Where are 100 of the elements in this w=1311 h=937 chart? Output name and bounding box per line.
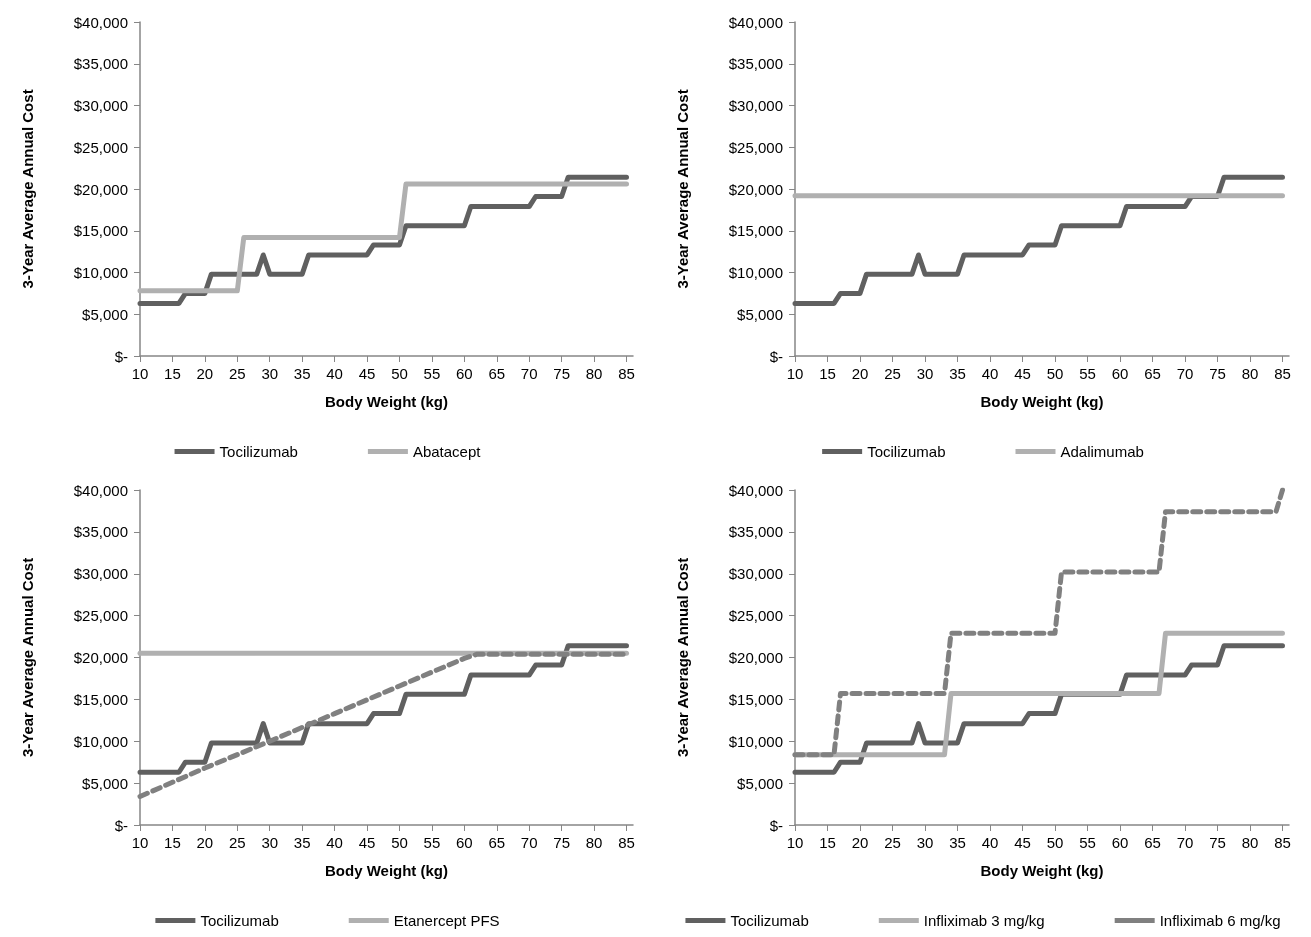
x-tick-label: 25 <box>884 834 901 851</box>
x-tick-label: 75 <box>553 834 570 851</box>
y-tick-label: $35,000 <box>728 55 783 73</box>
y-axis-title: 3-Year Average Annual Cost <box>19 557 36 758</box>
x-tick-label: 15 <box>819 834 836 851</box>
y-tick-label: $40,000 <box>73 481 128 499</box>
x-tick-label: 50 <box>391 834 408 851</box>
x-tick-label: 80 <box>585 365 603 382</box>
x-tick-label: 30 <box>916 834 934 851</box>
x-tick-label: 65 <box>1144 365 1161 382</box>
y-tick-label: $35,000 <box>728 523 783 541</box>
x-tick-label: 45 <box>1014 834 1031 851</box>
y-tick-label: $30,000 <box>73 565 128 583</box>
y-tick-label: $20,000 <box>73 649 128 666</box>
x-tick-label: 80 <box>1241 365 1259 382</box>
y-tick-label: $15,000 <box>728 690 783 708</box>
x-tick-label: 20 <box>851 365 869 382</box>
x-tick-label: 20 <box>196 834 214 851</box>
x-tick-label: 10 <box>786 834 804 851</box>
legend-label: Abatacept <box>412 443 482 460</box>
x-axis-title: Body Weight (kg) <box>324 862 449 879</box>
y-tick-label: $40,000 <box>728 481 783 499</box>
x-tick-label: 10 <box>786 365 804 382</box>
y-tick-label: $25,000 <box>728 138 783 156</box>
x-tick-label: 60 <box>1111 365 1129 382</box>
y-tick-label: $20,000 <box>728 180 783 198</box>
y-tick-label: $5,000 <box>82 774 128 792</box>
y-tick-label: $30,000 <box>73 97 128 114</box>
x-tick-label: 65 <box>1144 834 1161 851</box>
y-tick-label: $- <box>114 816 128 834</box>
x-tick-label: 40 <box>326 834 343 851</box>
x-tick-label: 75 <box>553 365 570 382</box>
x-tick-label: 45 <box>358 834 376 851</box>
legend-label: Adalimumab <box>1060 443 1144 460</box>
x-tick-label: 40 <box>981 365 999 382</box>
y-tick-label: $10,000 <box>728 264 783 281</box>
legend-label: Infliximab 3 mg/kg <box>923 912 1045 929</box>
x-tick-label: 65 <box>488 365 506 382</box>
y-tick-label: $5,000 <box>82 305 128 323</box>
x-tick-label: 40 <box>326 365 343 382</box>
y-tick-label: $- <box>769 347 783 365</box>
x-tick-label: 50 <box>391 365 408 382</box>
x-tick-label: 45 <box>1014 365 1031 382</box>
legend-label: Tocilizumab <box>219 443 298 460</box>
y-axis-title: 3-Year Average Annual Cost <box>674 89 691 289</box>
x-tick-label: 50 <box>1046 365 1064 382</box>
y-tick-label: $15,000 <box>73 690 128 708</box>
x-tick-label: 25 <box>884 365 901 382</box>
x-tick-label: 50 <box>1046 834 1064 851</box>
x-tick-label: 55 <box>423 365 441 382</box>
x-tick-label: 55 <box>423 834 441 851</box>
y-tick-label: $25,000 <box>73 607 128 625</box>
x-tick-label: 20 <box>196 365 214 382</box>
y-tick-label: $20,000 <box>728 649 783 666</box>
x-tick-label: 25 <box>228 365 246 382</box>
x-tick-label: 75 <box>1209 365 1226 382</box>
x-tick-label: 30 <box>261 834 279 851</box>
x-tick-label: 35 <box>949 834 966 851</box>
legend-label: Infliximab 6 mg/kg <box>1159 912 1281 929</box>
y-tick-label: $40,000 <box>728 13 783 31</box>
x-tick-label: 20 <box>851 834 869 851</box>
y-axis-title: 3-Year Average Annual Cost <box>674 557 691 758</box>
x-tick-label: 85 <box>1274 365 1291 382</box>
x-tick-label: 85 <box>1274 834 1291 851</box>
x-tick-label: 70 <box>1176 834 1194 851</box>
y-tick-label: $40,000 <box>73 13 128 31</box>
x-tick-label: 75 <box>1209 834 1226 851</box>
y-tick-label: $25,000 <box>728 607 783 625</box>
x-tick-label: 15 <box>164 834 181 851</box>
x-tick-label: 15 <box>164 365 181 382</box>
x-tick-label: 10 <box>131 365 149 382</box>
x-tick-label: 10 <box>131 834 149 851</box>
x-tick-label: 25 <box>228 834 246 851</box>
x-tick-label: 60 <box>456 834 473 851</box>
x-tick-label: 35 <box>293 834 311 851</box>
y-tick-label: $10,000 <box>73 264 128 281</box>
x-tick-label: 55 <box>1079 365 1096 382</box>
x-tick-label: 70 <box>520 365 538 382</box>
legend-label: Tocilizumab <box>200 912 279 929</box>
x-tick-label: 70 <box>520 834 538 851</box>
x-tick-label: 35 <box>293 365 311 382</box>
y-tick-label: $- <box>769 816 783 834</box>
x-tick-label: 60 <box>456 365 473 382</box>
y-tick-label: $20,000 <box>73 180 128 198</box>
y-tick-label: $15,000 <box>73 222 128 240</box>
x-tick-label: 30 <box>916 365 934 382</box>
x-tick-label: 85 <box>618 365 635 382</box>
x-tick-label: 70 <box>1176 365 1194 382</box>
x-axis-title: Body Weight (kg) <box>980 393 1104 410</box>
y-tick-label: $30,000 <box>728 565 783 583</box>
y-tick-label: $35,000 <box>73 523 128 541</box>
x-tick-label: 85 <box>618 834 635 851</box>
y-tick-label: $15,000 <box>728 222 783 240</box>
x-axis-title: Body Weight (kg) <box>980 862 1104 879</box>
x-tick-label: 65 <box>488 834 506 851</box>
x-tick-label: 80 <box>585 834 603 851</box>
x-tick-label: 60 <box>1111 834 1129 851</box>
x-tick-label: 55 <box>1079 834 1096 851</box>
y-tick-label: $10,000 <box>73 732 128 750</box>
y-tick-label: $35,000 <box>73 55 128 73</box>
